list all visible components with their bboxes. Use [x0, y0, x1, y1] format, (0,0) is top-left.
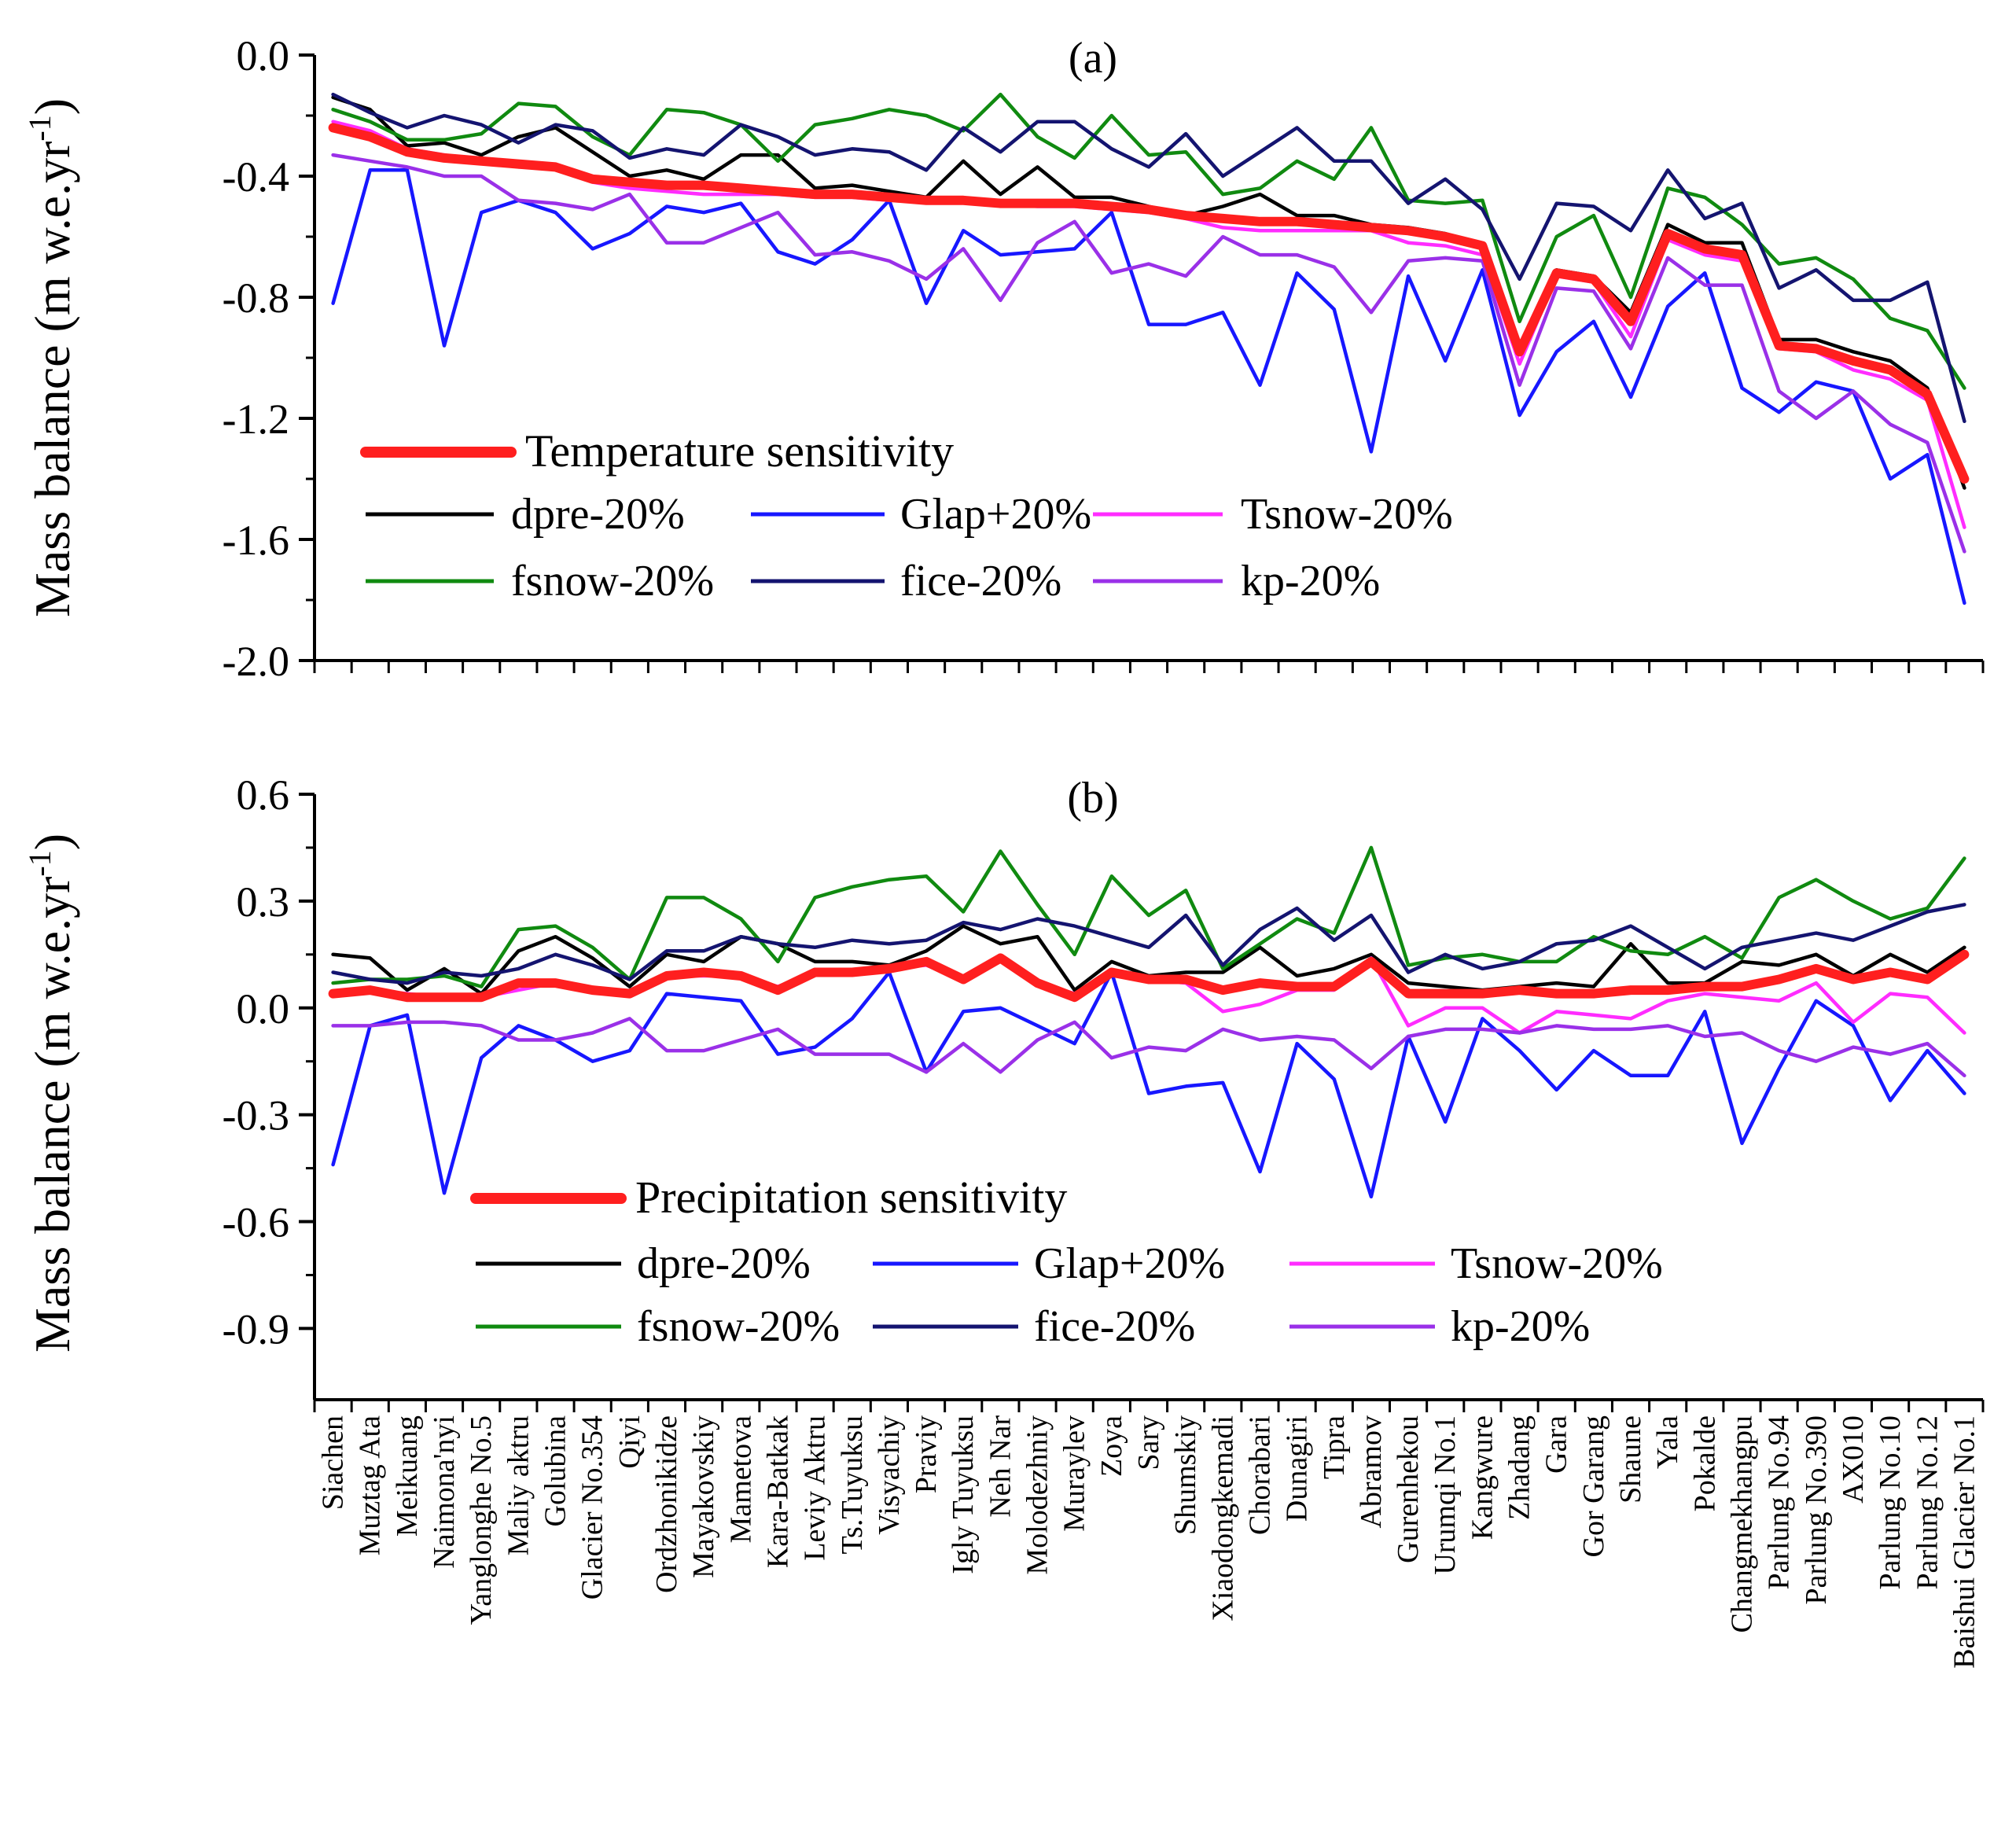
category-label: Muraylev — [1058, 1415, 1091, 1532]
y-axis-label: Mass balance (m w.e.yr-1) — [22, 834, 80, 1353]
category-label: Dunagiri — [1281, 1415, 1314, 1522]
category-label: Abramov — [1355, 1415, 1388, 1529]
category-label: Naimona'nyi — [428, 1415, 461, 1569]
category-label: Baishui Glacier No.1 — [1948, 1415, 1981, 1669]
category-label: Maliy aktru — [502, 1415, 535, 1555]
series-line-fice-20 — [331, 92, 1966, 424]
category-label: Visyachiy — [873, 1415, 906, 1535]
category-label: Molodezhniy — [1021, 1415, 1054, 1575]
category-label: Chorabari — [1243, 1415, 1276, 1535]
category-label: Yala — [1651, 1415, 1684, 1469]
category-label: Changmekhangpu — [1725, 1415, 1758, 1633]
category-label: Glacier No.354 — [576, 1415, 609, 1599]
category-label: Gurenhekou — [1392, 1415, 1425, 1563]
category-label: Golubina — [539, 1415, 572, 1527]
legend-entry-fsnow-20: fsnow-20% — [637, 1302, 840, 1351]
category-label: Urumqi No.1 — [1429, 1415, 1462, 1575]
category-label: Siachen — [317, 1415, 350, 1510]
category-label: Neh Nar — [984, 1415, 1017, 1518]
category-label: Parlung No.390 — [1800, 1415, 1833, 1605]
legend-entry-fice-20: fice-20% — [900, 557, 1061, 605]
y-tick-label: -0.9 — [223, 1305, 289, 1353]
legend-entry-fsnow-20: fsnow-20% — [511, 557, 714, 605]
series-line-fsnow-20 — [331, 92, 1966, 390]
category-label: Zhadang — [1503, 1415, 1536, 1520]
y-tick-label: -2.0 — [223, 638, 289, 685]
legend-entry-kp-20: kp-20% — [1241, 557, 1380, 605]
legend-entry-dpre-20: dpre-20% — [637, 1239, 811, 1288]
y-tick-label: 0.3 — [237, 878, 290, 926]
series-line-fice-20 — [331, 903, 1966, 985]
y-axis-label: Mass balance (m w.e.yr-1) — [22, 98, 80, 617]
series-line-tsnow-20 — [331, 956, 1966, 1035]
category-label: Praviy — [910, 1415, 943, 1493]
legend-entry-dpre-20: dpre-20% — [511, 490, 685, 539]
legend-title: Precipitation sensitivity — [635, 1172, 1067, 1223]
category-label: Gor Garang — [1577, 1415, 1610, 1557]
y-tick-label: -1.6 — [223, 517, 289, 564]
y-tick-label: 0.0 — [237, 32, 290, 79]
category-label: Ordzhonikidze — [650, 1415, 683, 1593]
y-tick-label: -0.3 — [223, 1092, 289, 1139]
category-label: Zoya — [1095, 1415, 1128, 1477]
category-label: Tipra — [1318, 1415, 1351, 1479]
category-label: Kara-Batkak — [761, 1415, 794, 1568]
y-tick-label: -1.2 — [223, 396, 289, 443]
category-label: Igly Tuyuksu — [947, 1415, 980, 1574]
y-tick-label: -0.6 — [223, 1199, 289, 1246]
category-label: Leviy Aktru — [799, 1415, 832, 1561]
category-label: Shumskiy — [1169, 1415, 1202, 1535]
category-label: Parlung No.94 — [1763, 1415, 1796, 1590]
category-label: Xiaodongkemadi — [1206, 1415, 1239, 1621]
category-label: AX010 — [1837, 1415, 1870, 1504]
panel-label: (a) — [1069, 34, 1117, 83]
panel-a-temperature-sensitivity: 0.0 -0.4 -0.8 -1.2 -1.6 -2.0 (a) Mass balance (… — [22, 32, 1985, 685]
y-tick-label: -0.4 — [223, 153, 289, 201]
legend-entry-kp-20: kp-20% — [1451, 1302, 1590, 1351]
series-line-temperature-sensitivity — [328, 123, 1970, 484]
category-label: Gara — [1540, 1415, 1573, 1474]
series-line-precipitation-sensitivity — [328, 949, 1970, 1003]
category-label: Muztag Ata — [354, 1415, 387, 1555]
category-label: Parlung No.10 — [1874, 1415, 1907, 1590]
y-tick-label: 0.0 — [237, 985, 290, 1032]
legend-entry-glap-20: Glap+20% — [1034, 1239, 1225, 1288]
series-line-kp-20 — [331, 153, 1966, 554]
legend-entry-tsnow-20: Tsnow-20% — [1241, 490, 1453, 539]
category-label: Mayakovskiy — [687, 1415, 720, 1578]
category-label: Kangwure — [1466, 1415, 1499, 1540]
category-label: Meikuang — [391, 1415, 424, 1537]
series-line-fsnow-20 — [331, 845, 1966, 988]
legend-entry-tsnow-20: Tsnow-20% — [1451, 1239, 1663, 1288]
series-line-glap-20 — [331, 970, 1966, 1199]
category-label: Ts.Tuyuksu — [836, 1415, 869, 1555]
category-label: Qiyi — [613, 1415, 646, 1469]
series-line-kp-20 — [331, 1017, 1966, 1078]
category-label: Parlung No.12 — [1911, 1415, 1944, 1590]
glacier-category-labels: Siachen Muztag Ata Meikuang Naimona'nyi Yang… — [317, 1415, 1981, 1669]
legend-title: Temperature sensitivity — [525, 425, 954, 477]
category-label: Sary — [1132, 1415, 1165, 1470]
category-label: Shaune — [1614, 1415, 1647, 1504]
panel-b-precipitation-sensitivity: 0.6 0.3 0.0 -0.3 -0.6 -0.9 (b) Mass balance (m … — [22, 771, 1985, 1412]
series-line-glap-20 — [331, 168, 1966, 605]
panel-label: (b) — [1067, 774, 1118, 823]
y-tick-label: -0.8 — [223, 274, 289, 322]
category-label: Mametova — [724, 1415, 757, 1544]
legend-entry-glap-20: Glap+20% — [900, 490, 1091, 539]
legend-entry-fice-20: fice-20% — [1034, 1302, 1195, 1351]
category-label: Yanglonghe No.5 — [465, 1415, 498, 1625]
y-tick-label: 0.6 — [237, 771, 290, 819]
category-label: Pokalde — [1688, 1415, 1721, 1511]
